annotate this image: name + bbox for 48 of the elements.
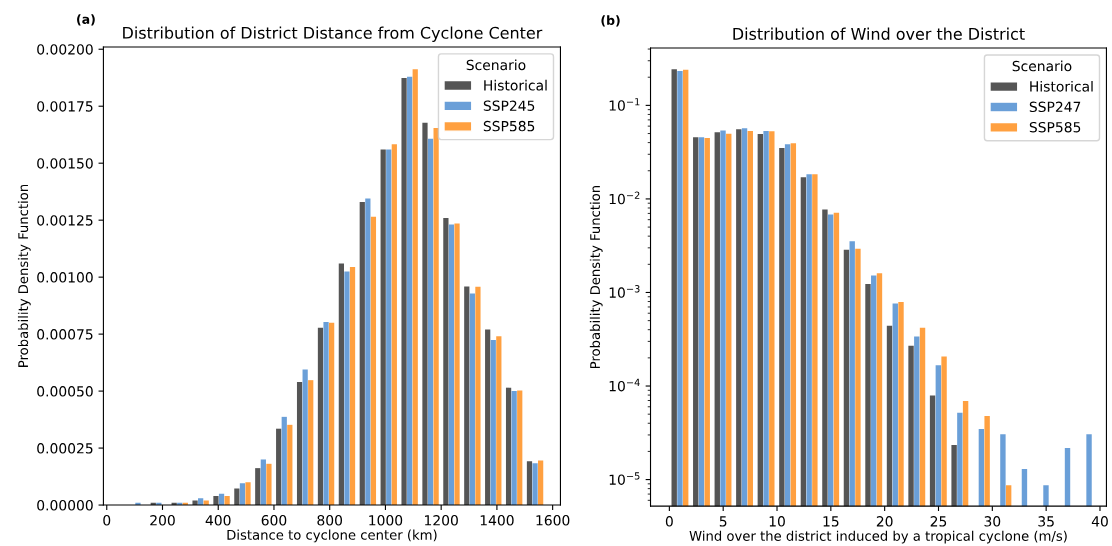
y-tick-label: 10$^{−5}$	[609, 472, 640, 485]
legend-title: Scenario	[1012, 60, 1072, 72]
x-tick-label: 800	[317, 515, 343, 526]
y-axis-title: Probability Density Function	[589, 186, 603, 368]
x-tick-label: 400	[205, 515, 231, 526]
legend-label: Historical	[484, 79, 547, 91]
x-tick-label: 35	[1038, 516, 1054, 527]
y-tick-label: 0.00025	[37, 443, 93, 454]
x-tick-label: 1600	[536, 515, 570, 526]
x-tick-label: 10	[769, 516, 785, 527]
x-tick-label: 30	[984, 516, 1001, 527]
text: (a)	[77, 14, 95, 26]
x-tick-label: 40	[1091, 516, 1108, 527]
x-tick-label: 600	[261, 515, 287, 526]
x-tick-label: 200	[150, 515, 175, 526]
x-tick-label: 5	[719, 516, 727, 527]
x-tick-label: 0	[665, 516, 673, 527]
legend-label: SSP585	[1029, 121, 1081, 133]
y-tick-label: 10$^{−1}$	[609, 98, 640, 111]
legend-label: SSP245	[483, 100, 535, 111]
legend-label: SSP247	[1029, 101, 1081, 113]
y-tick-label: 0.00075	[37, 329, 93, 340]
chart-title: Distribution of Wind over the District	[733, 27, 1025, 40]
y-tick-label: 10$^{−3}$	[609, 285, 640, 298]
x-tick-label: 0	[103, 515, 111, 526]
legend-title: Scenario	[466, 59, 526, 71]
x-tick-label: 25	[930, 516, 947, 527]
x-tick-label: 1400	[480, 515, 514, 526]
x-tick-label: 15	[823, 516, 839, 527]
legend-label: Historical	[1030, 80, 1093, 92]
x-tick-label: 1000	[369, 515, 403, 526]
y-tick-label: 0.00150	[37, 158, 93, 169]
x-tick-label: 20	[876, 516, 893, 527]
y-tick-label: 0.00200	[37, 44, 93, 55]
x-axis-title: Wind over the district induced by a tropical cyclone (m/s)	[689, 530, 1067, 544]
chart-title: Distribution of District Distance from Cyclone Center	[123, 26, 543, 42]
y-axis-title: Probability Density Function	[17, 184, 31, 367]
y-tick-label: 0.00125	[37, 215, 93, 226]
y-tick-label: 0.00100	[37, 272, 93, 283]
y-tick-label: 0.00000	[37, 500, 93, 511]
text: (b)	[601, 15, 620, 27]
x-tick-label: 1200	[425, 515, 458, 526]
y-tick-label: 0.00050	[37, 386, 93, 397]
legend-label: SSP585	[483, 120, 535, 132]
y-tick-label: 10$^{−4}$	[609, 378, 640, 392]
y-tick-label: 10$^{−2}$	[609, 191, 640, 205]
y-tick-label: 0.00175	[37, 101, 93, 112]
x-axis-title: Distance to cyclone center (km)	[227, 529, 437, 543]
